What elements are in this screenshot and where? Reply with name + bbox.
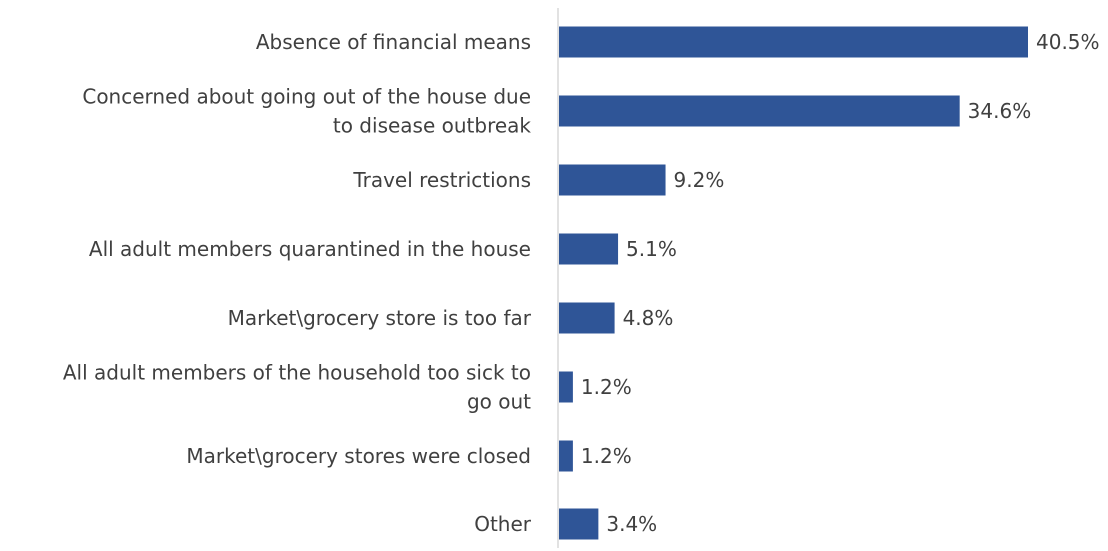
value-labels: 40.5% 34.6% 9.2% 5.1% 4.8% 1.2% 1.2% 3.4%	[581, 30, 1100, 536]
category-label-2: Travel restrictions	[352, 168, 531, 192]
category-label-7: Other	[474, 512, 532, 536]
value-label-4: 4.8%	[623, 306, 674, 330]
category-label-4: Market\grocery store is too far	[228, 306, 532, 330]
category-labels: Absence of financial means Concerned abou…	[63, 30, 532, 536]
bar-6	[559, 440, 573, 472]
category-label-line: go out	[467, 390, 531, 414]
bar-1	[559, 95, 960, 127]
category-label-3: All adult members quarantined in the hou…	[89, 237, 531, 261]
value-label-2: 9.2%	[674, 168, 725, 192]
category-label-line: Other	[474, 512, 532, 536]
category-label-6: Market\grocery stores were closed	[186, 444, 531, 468]
bar-5	[559, 371, 573, 403]
value-label-0: 40.5%	[1036, 30, 1100, 54]
value-label-1: 34.6%	[968, 99, 1032, 123]
bar-7	[559, 508, 599, 540]
value-label-7: 3.4%	[606, 512, 657, 536]
value-label-3: 5.1%	[626, 237, 677, 261]
category-label-1: Concerned about going out of the house d…	[82, 85, 531, 138]
category-label-line: Market\grocery store is too far	[228, 306, 532, 330]
bars	[559, 26, 1028, 540]
bar-4	[559, 302, 615, 334]
category-label-line: to disease outbreak	[333, 114, 532, 138]
bar-3	[559, 233, 619, 265]
category-label-line: Concerned about going out of the house d…	[82, 85, 531, 109]
bar-0	[559, 26, 1028, 58]
category-label-line: Market\grocery stores were closed	[186, 444, 531, 468]
category-label-line: Travel restrictions	[352, 168, 531, 192]
value-label-5: 1.2%	[581, 375, 632, 399]
value-label-6: 1.2%	[581, 444, 632, 468]
category-label-line: Absence of financial means	[256, 30, 531, 54]
category-label-5: All adult members of the household too s…	[63, 361, 531, 414]
category-label-0: Absence of financial means	[256, 30, 531, 54]
bar-2	[559, 164, 666, 196]
category-label-line: All adult members of the household too s…	[63, 361, 531, 385]
category-label-line: All adult members quarantined in the hou…	[89, 237, 531, 261]
